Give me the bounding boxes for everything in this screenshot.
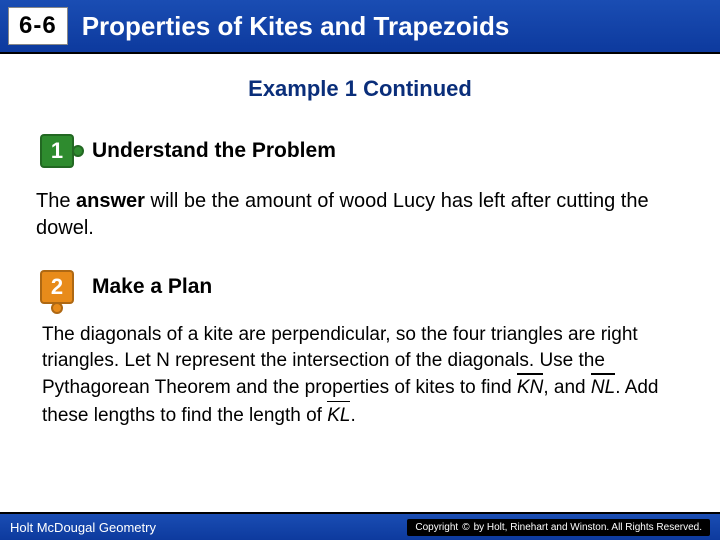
step-2-body-p4: .	[350, 405, 355, 426]
puzzle-piece-1-icon: 1	[36, 130, 78, 172]
step-2-number: 2	[51, 274, 63, 300]
copyright-suffix: by Holt, Rinehart and Winston. All Right…	[474, 522, 702, 533]
step-2-body: The diagonals of a kite are perpendicula…	[36, 322, 684, 429]
step-1-body-bold: answer	[76, 190, 145, 212]
example-subtitle: Example 1 Continued	[0, 76, 720, 102]
segment-nl: NL	[591, 373, 615, 401]
segment-kl: KL	[327, 401, 350, 429]
step-2-row: 2 Make a Plan	[36, 266, 684, 308]
step-1-title: Understand the Problem	[92, 139, 336, 163]
section-number-box: 6-6	[8, 7, 68, 45]
step-2-body-p2: , and	[543, 377, 591, 398]
header-title: Properties of Kites and Trapezoids	[82, 11, 510, 42]
step-1-body: The answer will be the amount of wood Lu…	[36, 188, 684, 242]
puzzle-piece-2-icon: 2	[36, 266, 78, 308]
segment-kn: KN	[517, 373, 543, 401]
footer-bar: Holt McDougal Geometry Copyright © by Ho…	[0, 512, 720, 540]
footer-copyright: Copyright © by Holt, Rinehart and Winsto…	[407, 519, 710, 536]
footer-left-text: Holt McDougal Geometry	[10, 520, 156, 535]
content-area: 1 Understand the Problem The answer will…	[0, 130, 720, 429]
step-2-title: Make a Plan	[92, 275, 212, 299]
copyright-icon: ©	[462, 522, 469, 533]
copyright-prefix: Copyright	[415, 522, 458, 533]
step-1-body-pre: The	[36, 190, 76, 212]
header-bar: 6-6 Properties of Kites and Trapezoids	[0, 0, 720, 54]
step-1-row: 1 Understand the Problem	[36, 130, 684, 172]
section-number: 6-6	[19, 12, 57, 39]
step-1-number: 1	[51, 138, 63, 164]
